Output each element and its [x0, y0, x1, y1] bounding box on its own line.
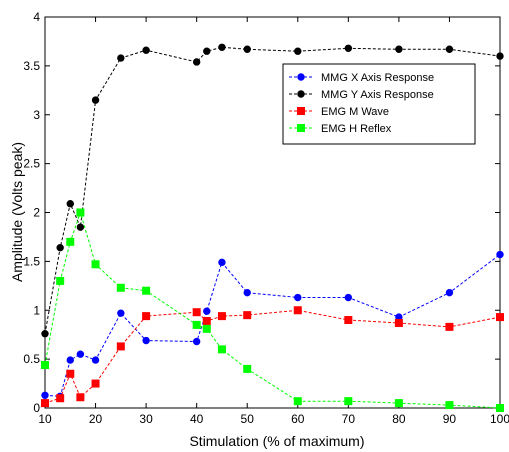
- data-point-square: [91, 260, 100, 269]
- data-point-circle: [445, 288, 454, 297]
- data-point-circle: [41, 391, 49, 399]
- data-point-square: [192, 308, 201, 317]
- data-point-square: [56, 394, 65, 403]
- x-tick-label: 80: [392, 412, 406, 426]
- x-tick-label: 30: [139, 412, 153, 426]
- data-point-square: [76, 208, 85, 217]
- data-point-circle: [117, 54, 125, 62]
- data-point-square: [293, 397, 302, 406]
- x-tick-label: 100: [490, 412, 509, 426]
- data-point-square: [445, 401, 454, 410]
- legend-label: MMG X Axis Response: [321, 72, 434, 84]
- y-tick-label: 1: [33, 303, 40, 317]
- x-tick-label: 60: [291, 412, 305, 426]
- legend-marker: [297, 73, 305, 81]
- data-point-square: [217, 312, 226, 321]
- x-tick-label: 20: [89, 412, 103, 426]
- y-tick-label: 0: [33, 401, 40, 415]
- y-tick-label: 2.5: [23, 157, 40, 171]
- data-point-square: [394, 399, 403, 408]
- data-point-circle: [76, 350, 85, 358]
- x-tick-label: 50: [241, 412, 255, 426]
- data-point-square: [116, 283, 125, 292]
- legend-box: [282, 63, 476, 145]
- x-tick-label: 10: [38, 412, 52, 426]
- data-point-circle: [496, 52, 504, 60]
- y-tick-label: 1.5: [23, 254, 40, 268]
- data-point-circle: [66, 356, 74, 364]
- data-point-square: [344, 397, 353, 406]
- y-axis-label: Amplitude (Volts peak): [9, 142, 25, 282]
- data-point-circle: [203, 47, 211, 55]
- data-point-circle: [142, 46, 150, 54]
- data-point-square: [142, 286, 151, 295]
- data-point-circle: [192, 337, 201, 346]
- data-point-circle: [243, 45, 251, 53]
- y-tick-label: 3: [33, 108, 40, 122]
- data-point-square: [41, 399, 49, 408]
- data-point-square: [192, 320, 201, 329]
- y-tick-label: 0.5: [23, 352, 40, 366]
- data-point-circle: [395, 45, 403, 53]
- data-point-square: [202, 317, 211, 326]
- legend-marker: [297, 124, 305, 132]
- data-point-circle: [117, 309, 125, 317]
- data-point-square: [56, 276, 65, 285]
- data-point-square: [394, 318, 403, 327]
- data-point-square: [66, 369, 75, 378]
- y-tick-label: 3.5: [23, 59, 40, 73]
- data-point-square: [202, 324, 211, 333]
- plot-area: 10 20 30 40 50 60 70 80 90 100 0 0.5 1 1.5 2 2.5 3 3.5 4 MM…: [23, 10, 509, 426]
- series-line-2: [44, 309, 501, 404]
- data-point-circle: [496, 250, 504, 259]
- y-tick-label: 2: [33, 206, 40, 220]
- data-point-circle: [41, 330, 49, 338]
- data-point-square: [142, 312, 151, 321]
- data-point-circle: [218, 43, 226, 52]
- data-point-square: [76, 393, 85, 402]
- data-point-circle: [344, 44, 353, 52]
- data-point-square: [243, 364, 252, 373]
- x-tick-label: 90: [443, 412, 457, 426]
- data-point-circle: [91, 356, 100, 364]
- legend-marker: [297, 90, 305, 98]
- series-line-3: [44, 210, 501, 409]
- data-point-square: [344, 316, 353, 325]
- data-point-square: [293, 306, 302, 315]
- legend-label: EMG M Wave: [321, 106, 389, 118]
- legend-marker: [297, 107, 305, 115]
- x-axis-label: Stimulation (% of maximum): [189, 433, 364, 449]
- data-point-square: [496, 404, 504, 412]
- data-point-circle: [192, 58, 201, 66]
- x-tick-label: 70: [342, 412, 356, 426]
- data-point-circle: [294, 47, 302, 55]
- data-point-circle: [218, 258, 226, 267]
- legend-label: MMG Y Axis Response: [321, 89, 434, 101]
- data-point-circle: [203, 307, 211, 315]
- data-point-square: [116, 342, 125, 351]
- data-point-square: [66, 237, 75, 246]
- data-point-square: [445, 322, 454, 331]
- x-tick-label: 40: [190, 412, 204, 426]
- y-tick-label: 4: [33, 10, 40, 24]
- data-point-square: [91, 379, 100, 388]
- data-point-circle: [142, 336, 150, 345]
- legend-label: EMG H Reflex: [321, 123, 392, 135]
- data-point-circle: [445, 45, 454, 53]
- data-point-circle: [243, 288, 251, 297]
- data-point-square: [217, 345, 226, 354]
- data-point-circle: [66, 200, 74, 208]
- data-point-square: [496, 313, 504, 322]
- data-point-circle: [91, 96, 100, 104]
- data-point-square: [41, 360, 49, 369]
- data-point-circle: [76, 223, 85, 231]
- data-point-circle: [294, 293, 302, 302]
- data-point-circle: [344, 293, 353, 302]
- series-line-1: [44, 46, 501, 334]
- data-point-circle: [56, 243, 64, 252]
- data-point-square: [243, 311, 252, 320]
